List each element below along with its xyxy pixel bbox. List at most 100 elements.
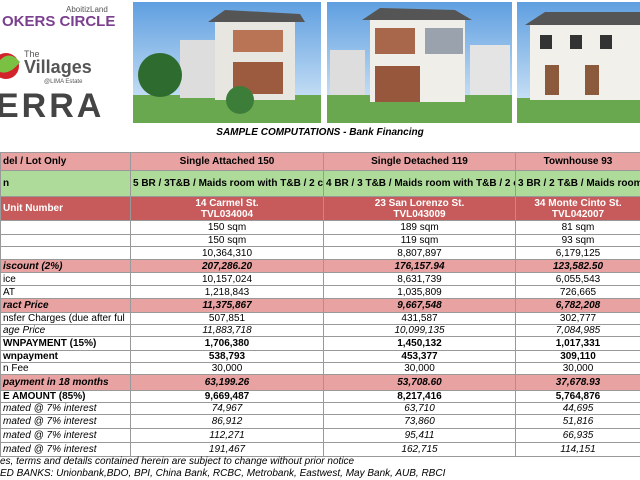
table-cell: 6,055,543 <box>515 272 640 286</box>
table-row: AT 1,218,843 1,035,809 726,665 <box>0 285 640 299</box>
table-cell: 34 Monte Cinto St. TVL042007 <box>515 196 640 221</box>
table-cell: 207,286.20 <box>130 259 324 273</box>
table-cell: 10,099,135 <box>323 324 516 337</box>
row-label: n <box>0 170 131 197</box>
table-cell: 1,017,331 <box>515 336 640 351</box>
table-cell: 10,157,024 <box>130 272 324 286</box>
table-cell: 162,715 <box>323 442 516 457</box>
brand-text: AboitizLand <box>66 5 108 14</box>
table-cell: 1,450,132 <box>323 336 516 351</box>
row-label: E AMOUNT (85%) <box>0 390 131 403</box>
table-cell: 1,706,380 <box>130 336 324 351</box>
table-cell: 7,084,985 <box>515 324 640 337</box>
table-cell: 302,777 <box>515 312 640 325</box>
table-cell: 95,411 <box>323 428 516 443</box>
table-cell: 11,375,867 <box>130 298 324 313</box>
table-row: mated @ 7% interest 112,271 95,411 66,935 <box>0 428 640 443</box>
table-cell: 150 sqm <box>130 234 324 247</box>
table-row: payment in 18 months 63,199.26 53,708.60 37… <box>0 374 640 391</box>
table-row: E AMOUNT (85%) 9,669,487 8,217,416 5,764,87… <box>0 390 640 403</box>
row-label: age Price <box>0 324 131 337</box>
table-cell: 11,883,718 <box>130 324 324 337</box>
table-cell: 3 BR / 2 T&B / Maids room with T&B / 2 c… <box>515 170 640 197</box>
table-row: mated @ 7% interest 74,967 63,710 44,695 <box>0 402 640 415</box>
table-cell: 538,793 <box>130 350 324 363</box>
table-cell: 5,764,876 <box>515 390 640 403</box>
row-label: payment in 18 months <box>0 374 131 391</box>
table-cell: 1,035,809 <box>323 285 516 299</box>
table-cell: 191,467 <box>130 442 324 457</box>
table-cell: 726,665 <box>515 285 640 299</box>
table-row: age Price 11,883,718 10,099,135 7,084,985 <box>0 324 640 337</box>
table-cell: 431,587 <box>323 312 516 325</box>
table-cell: 6,782,208 <box>515 298 640 313</box>
note-line: es, terms and details contained herein a… <box>0 456 355 467</box>
logo-text: @LIMA Estate <box>44 79 83 85</box>
table-cell: 23 San Lorenzo St. TVL043009 <box>323 196 516 221</box>
cell-line: TVL034004 <box>200 208 254 220</box>
table-cell: 8,631,739 <box>323 272 516 286</box>
table-cell: 8,217,416 <box>323 390 516 403</box>
table-row: mated @ 7% interest 191,467 162,715 114,151 <box>0 442 640 457</box>
house-photo <box>517 2 640 123</box>
row-label: mated @ 7% interest <box>0 414 131 429</box>
row-label: Unit Number <box>0 196 131 221</box>
table-row: 150 sqm 189 sqm 81 sqm <box>0 220 640 235</box>
table-cell: 30,000 <box>323 362 516 375</box>
table-row: del / Lot Only Single Attached 150 Single … <box>0 152 640 171</box>
table-row: iscount (2%) 207,286.20 176,157.94 123,582.… <box>0 259 640 273</box>
table-row: 150 sqm 119 sqm 93 sqm <box>0 234 640 247</box>
house-photo <box>133 2 321 123</box>
table-cell: 9,667,548 <box>323 298 516 313</box>
row-label <box>0 246 131 260</box>
table-cell: 93 sqm <box>515 234 640 247</box>
project-name: ERRA <box>0 87 104 125</box>
table-cell: 74,967 <box>130 402 324 415</box>
row-label: mated @ 7% interest <box>0 402 131 415</box>
row-label: ice <box>0 272 131 286</box>
table-row: Unit Number 14 Carmel St. TVL034004 23 San … <box>0 196 640 221</box>
table-cell: 14 Carmel St. TVL034004 <box>130 196 324 221</box>
table-cell: 63,199.26 <box>130 374 324 391</box>
cell-line: TVL043009 <box>393 208 446 220</box>
row-label: ract Price <box>0 298 131 313</box>
table-cell: 53,708.60 <box>323 374 516 391</box>
table-cell: 1,218,843 <box>130 285 324 299</box>
row-label: nsfer Charges (due after ful <box>0 312 131 325</box>
table-cell: 176,157.94 <box>323 259 516 273</box>
table-row: nsfer Charges (due after ful 507,851 431,5… <box>0 312 640 325</box>
table-cell: 507,851 <box>130 312 324 325</box>
table-cell: 86,912 <box>130 414 324 429</box>
table-cell: 30,000 <box>130 362 324 375</box>
table-cell: 119 sqm <box>323 234 516 247</box>
table-row: mated @ 7% interest 86,912 73,860 51,816 <box>0 414 640 429</box>
table-cell: Single Attached 150 <box>130 152 324 171</box>
table-row: ice 10,157,024 8,631,739 6,055,543 <box>0 272 640 286</box>
table-cell: 150 sqm <box>130 220 324 235</box>
table-cell: 309,110 <box>515 350 640 363</box>
table-cell: 73,860 <box>323 414 516 429</box>
row-label: AT <box>0 285 131 299</box>
table-cell: 10,364,310 <box>130 246 324 260</box>
table-cell: 44,695 <box>515 402 640 415</box>
computation-table: del / Lot Only Single Attached 150 Single … <box>0 152 640 457</box>
table-cell: 8,807,897 <box>323 246 516 260</box>
row-label <box>0 234 131 247</box>
logo-text: Villages <box>24 57 92 77</box>
row-label: n Fee <box>0 362 131 375</box>
cell-line: TVL042007 <box>551 208 605 220</box>
logo-text: The <box>24 49 40 59</box>
table-cell: 37,678.93 <box>515 374 640 391</box>
row-label: WNPAYMENT (15%) <box>0 336 131 351</box>
row-label: mated @ 7% interest <box>0 428 131 443</box>
table-cell: Single Detached 119 <box>323 152 516 171</box>
brand-subtitle: OKERS CIRCLE <box>2 13 115 30</box>
table-cell: 9,669,487 <box>130 390 324 403</box>
row-label: mated @ 7% interest <box>0 442 131 457</box>
row-label: wnpayment <box>0 350 131 363</box>
row-label: iscount (2%) <box>0 259 131 273</box>
table-cell: 189 sqm <box>323 220 516 235</box>
table-cell: 51,816 <box>515 414 640 429</box>
table-cell: 66,935 <box>515 428 640 443</box>
header-banner: AboitizLand OKERS CIRCLE The Villages @L… <box>0 0 640 125</box>
